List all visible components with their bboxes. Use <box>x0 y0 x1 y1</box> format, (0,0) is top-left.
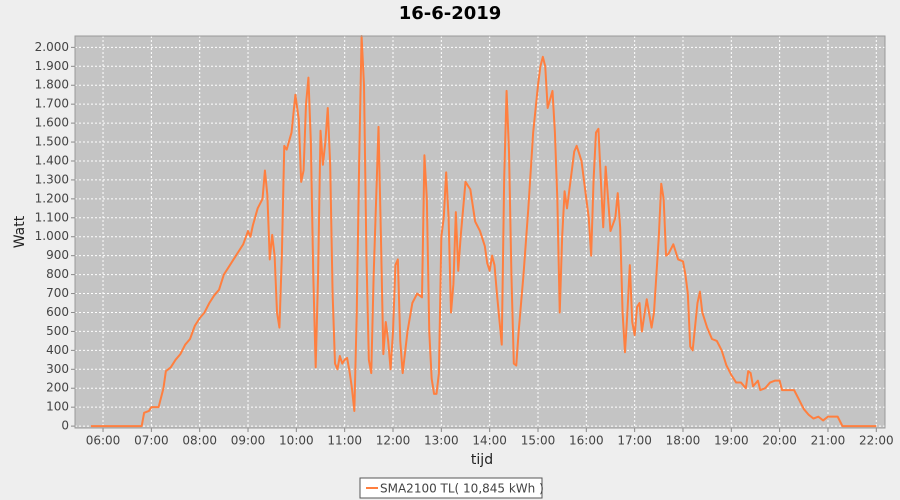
y-tick-label: 1.000 <box>35 229 69 243</box>
y-tick-label: 1.600 <box>35 116 69 130</box>
y-tick-label: 700 <box>46 286 69 300</box>
y-tick-label: 1.400 <box>35 153 69 167</box>
y-tick-label: 1.200 <box>35 191 69 205</box>
y-tick-label: 2.000 <box>35 40 69 54</box>
y-tick-label: 900 <box>46 248 69 262</box>
y-tick-label: 100 <box>46 400 69 414</box>
x-tick-label: 17:00 <box>617 434 652 448</box>
y-tick-label: 600 <box>46 305 69 319</box>
x-tick-label: 15:00 <box>521 434 556 448</box>
y-tick-label: 500 <box>46 324 69 338</box>
x-tick-label: 22:00 <box>859 434 894 448</box>
chart-title: 16-6-2019 <box>399 3 502 24</box>
y-tick-label: 1.800 <box>35 78 69 92</box>
y-tick-label: 200 <box>46 381 69 395</box>
x-tick-label: 16:00 <box>569 434 604 448</box>
x-tick-label: 07:00 <box>134 434 169 448</box>
y-tick-label: 1.500 <box>35 135 69 149</box>
y-tick-label: 1.300 <box>35 172 69 186</box>
data-line <box>90 35 877 428</box>
x-tick-label: 10:00 <box>279 434 314 448</box>
x-tick-label: 18:00 <box>666 434 701 448</box>
y-axis-label: Watt <box>12 215 28 248</box>
x-tick-label: 13:00 <box>424 434 459 448</box>
x-tick-label: 20:00 <box>762 434 797 448</box>
x-axis-label: tijd <box>471 452 493 468</box>
x-tick-label: 21:00 <box>811 434 846 448</box>
y-tick-label: 300 <box>46 362 69 376</box>
y-tick-label: 1.900 <box>35 59 69 73</box>
x-tick-label: 12:00 <box>376 434 411 448</box>
legend-label: SMA2100 TL( 10,845 kWh ) <box>380 482 544 496</box>
x-tick-label: 09:00 <box>231 434 266 448</box>
x-tick-label: 08:00 <box>182 434 217 448</box>
y-tick-label: 1.700 <box>35 97 69 111</box>
legend-box <box>359 477 543 499</box>
y-tick-label: 400 <box>46 343 69 357</box>
y-tick-label: 800 <box>46 267 69 281</box>
x-tick-label: 19:00 <box>714 434 749 448</box>
x-tick-label: 14:00 <box>472 434 507 448</box>
x-tick-label: 06:00 <box>86 434 121 448</box>
y-tick-label: 1.100 <box>35 210 69 224</box>
y-tick-label: 0 <box>61 419 69 433</box>
plot-border <box>74 35 886 429</box>
x-tick-label: 11:00 <box>327 434 362 448</box>
